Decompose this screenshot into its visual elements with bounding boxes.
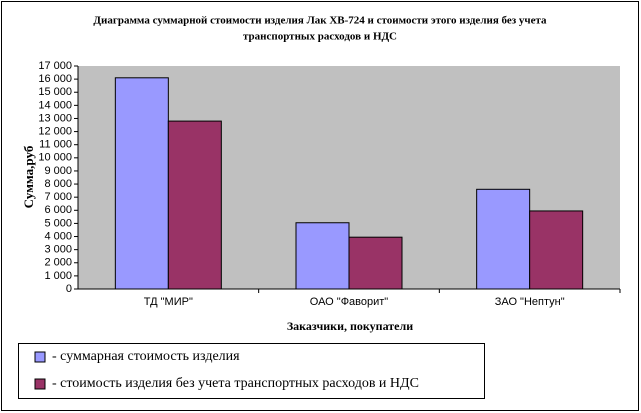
y-tick-label: 10 000 [38,152,72,164]
x-tick-label: ОАО "Фаворит" [310,296,389,308]
y-axis-label: Сумма,руб [21,145,36,208]
chart-subtitle: транспортных расходов и НДС [243,31,397,43]
y-tick-label: 0 [66,283,72,295]
y-tick-label: 8 000 [44,178,72,190]
y-tick-label: 3 000 [44,244,72,256]
bar [348,236,403,290]
chart-title: Диаграмма суммарной стоимости изделия Ла… [93,15,547,27]
y-tick-label: 12 000 [38,125,72,137]
legend-label: - суммарная стоимость изделия [52,349,240,364]
bar [295,222,350,290]
y-tick-label: 13 000 [38,112,72,124]
y-tick-label: 14 000 [38,99,72,111]
bar [529,210,584,290]
bar [476,188,531,290]
y-tick-label: 4 000 [44,230,72,242]
y-tick-label: 17 000 [38,60,72,72]
y-tick-label: 15 000 [38,86,72,98]
y-tick-label: 2 000 [44,257,72,269]
y-tick-label: 16 000 [38,73,72,85]
y-tick-label: 1 000 [44,270,72,282]
y-tick-label: 11 000 [39,139,72,151]
x-tick-label: ЗАО "Нептун" [495,296,565,308]
legend-label: - стоимость изделия без учета транспортн… [52,376,419,391]
bar [167,120,222,290]
x-axis-label: Заказчики, покупатели [287,319,413,333]
bar [114,77,169,290]
y-tick-label: 7 000 [44,191,72,203]
legend-swatch [34,378,46,390]
y-tick-label: 6 000 [44,204,72,216]
y-tick-label: 5 000 [44,217,72,229]
legend-swatch [34,351,46,363]
y-tick-label: 9 000 [44,165,72,177]
x-tick-label: ТД "МИР" [144,296,193,308]
legend [18,343,485,399]
